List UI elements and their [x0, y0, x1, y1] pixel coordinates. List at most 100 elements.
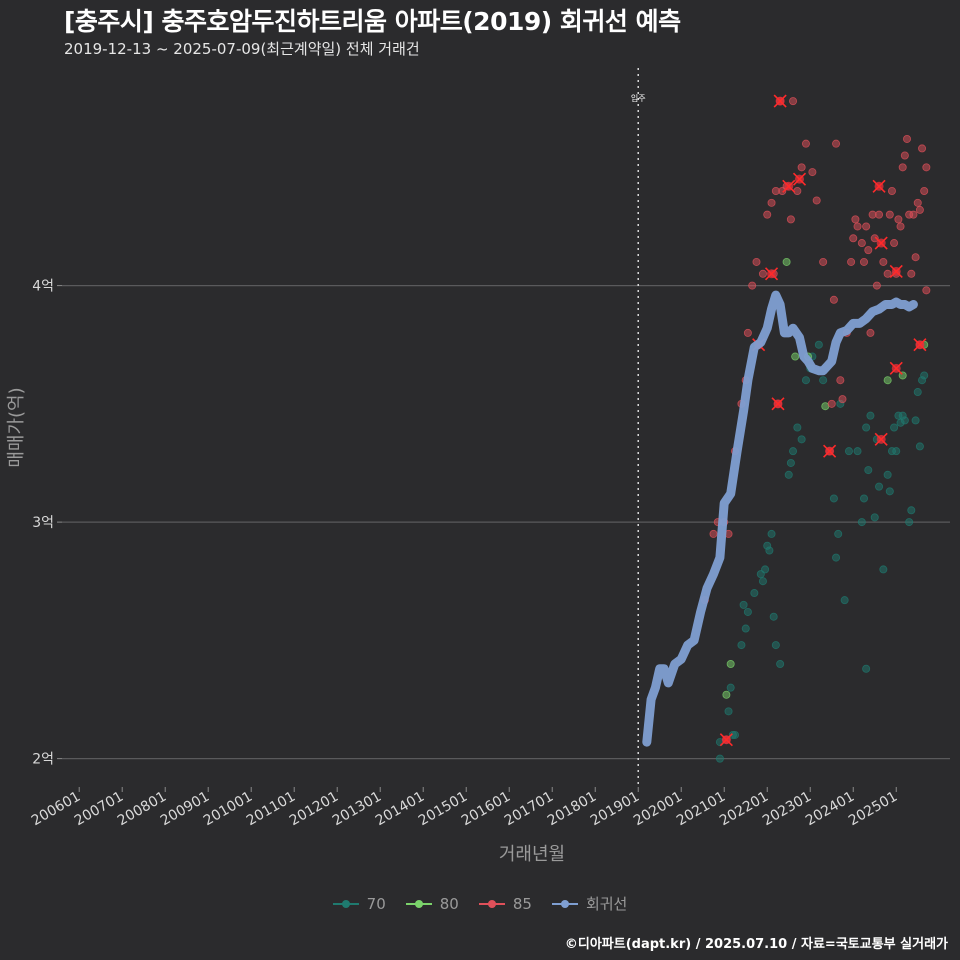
legend-label-80: 80	[439, 894, 459, 913]
x-tick-label: 202201	[717, 789, 771, 830]
point-85	[748, 281, 757, 290]
point-70	[892, 447, 901, 456]
point-85	[907, 269, 916, 278]
point-70	[890, 423, 899, 432]
x-tick-label: 201401	[373, 789, 427, 830]
point-70	[834, 529, 843, 538]
legend-item-80: 80	[405, 894, 459, 913]
x-tick-label: 201701	[502, 789, 556, 830]
point-70	[814, 340, 823, 349]
point-70	[907, 506, 916, 515]
x-tick-label: 201901	[588, 789, 642, 830]
point-70	[801, 376, 810, 385]
point-70	[875, 482, 884, 491]
point-85	[789, 97, 798, 106]
point-70	[862, 664, 871, 673]
point-70	[862, 423, 871, 432]
point-70	[920, 371, 929, 380]
point-85	[859, 257, 868, 266]
point-85	[857, 239, 866, 248]
point-70	[905, 518, 914, 527]
point-70	[739, 600, 748, 609]
x-tick-label: 200601	[29, 789, 83, 830]
point-85	[767, 198, 776, 207]
point-85	[887, 186, 896, 195]
point-70	[915, 442, 924, 451]
series-85	[700, 97, 931, 744]
highlight-marker	[782, 179, 796, 193]
source-footer: ©디아파트(dapt.kr) / 2025.07.10 / 자료=국토교통부 실…	[564, 937, 948, 952]
highlight-cross	[764, 267, 779, 281]
point-85	[838, 395, 847, 404]
y-tick-label: 2억	[32, 752, 54, 768]
point-85	[808, 168, 817, 177]
highlight-cross	[771, 397, 785, 411]
point-70	[797, 435, 806, 444]
x-tick-label: 202501	[846, 789, 900, 830]
point-85	[836, 376, 845, 385]
point-85	[875, 210, 884, 219]
x-tick-label: 202301	[760, 789, 814, 830]
point-85	[883, 269, 892, 278]
point-85	[922, 286, 931, 295]
x-tick-label: 200801	[115, 789, 169, 830]
x-tick-label: 201501	[416, 789, 470, 830]
point-85	[870, 234, 879, 243]
point-85	[743, 328, 752, 337]
point-70	[784, 470, 793, 479]
legend-label-70: 70	[366, 894, 386, 913]
highlight-marker	[889, 264, 903, 278]
point-85	[915, 205, 924, 214]
point-80	[722, 690, 731, 699]
highlight-marker	[823, 444, 837, 458]
x-tick-label: 200901	[158, 789, 212, 830]
point-70	[761, 565, 770, 574]
point-85	[896, 222, 905, 231]
point-85	[758, 269, 767, 278]
x-tick-label: 202001	[631, 789, 685, 830]
x-tick-label: 200701	[72, 789, 126, 830]
chart-subtitle: 2019-12-13 ~ 2025-07-09(최근계약일) 전체 거래건	[64, 40, 420, 58]
legend-item-regression: 회귀선	[551, 893, 627, 914]
y-axis-title: 매매가(억)	[6, 387, 27, 467]
point-70	[900, 416, 909, 425]
point-85	[918, 144, 927, 153]
point-85	[902, 134, 911, 143]
highlight-cross	[773, 94, 787, 108]
point-70	[769, 612, 778, 621]
point-85	[890, 239, 899, 248]
legend-key-regression	[551, 897, 578, 911]
point-70	[750, 589, 759, 598]
legend-label-85: 85	[512, 894, 532, 913]
x-tick-label: 201801	[545, 789, 599, 830]
x-tick-label: 201001	[201, 789, 255, 830]
point-85	[797, 163, 806, 172]
point-80	[791, 352, 800, 361]
point-70	[767, 529, 776, 538]
highlight-cross	[782, 179, 796, 193]
point-70	[819, 376, 828, 385]
point-85	[900, 151, 909, 160]
legend: 70 80 85 회귀선	[0, 893, 960, 914]
point-80	[782, 257, 791, 266]
point-80	[883, 376, 892, 385]
point-85	[879, 257, 888, 266]
legend-key-85	[478, 897, 505, 911]
point-70	[765, 546, 774, 555]
point-70	[885, 487, 894, 496]
point-70	[870, 513, 879, 522]
highlight-cross	[792, 172, 807, 186]
point-70	[859, 494, 868, 503]
y-tick-label: 3억	[32, 515, 54, 531]
point-70	[715, 754, 724, 763]
point-70	[844, 447, 853, 456]
point-70	[786, 458, 795, 467]
highlight-cross	[874, 236, 888, 250]
point-85	[832, 139, 841, 148]
point-70	[776, 660, 785, 669]
point-80	[726, 660, 735, 669]
point-85	[853, 222, 862, 231]
point-85	[913, 198, 922, 207]
highlight-marker	[913, 338, 927, 352]
